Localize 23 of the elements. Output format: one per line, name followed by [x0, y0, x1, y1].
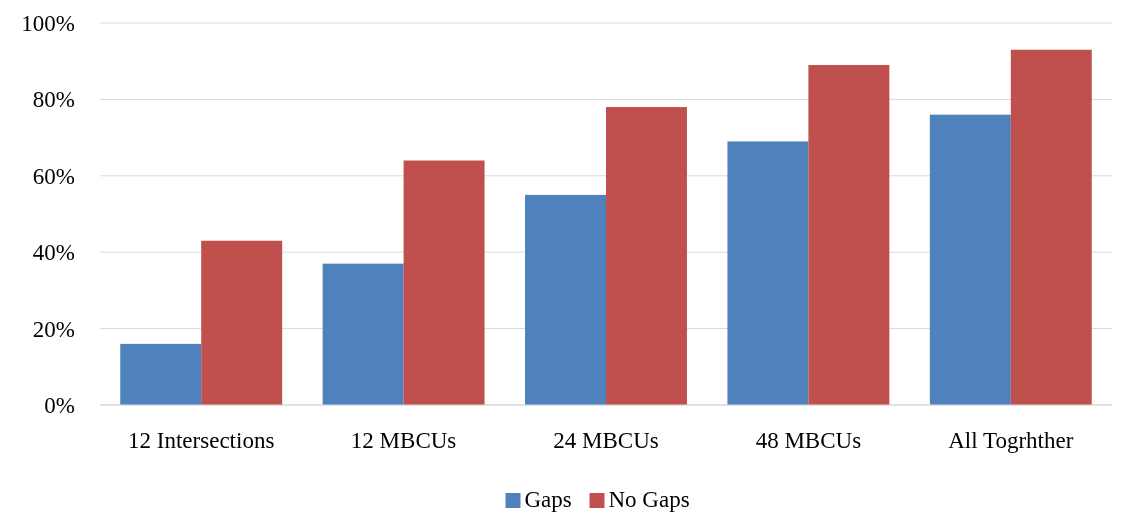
y-tick-label: 80% — [32, 87, 75, 113]
bar — [322, 263, 404, 405]
bar — [727, 141, 809, 405]
bar — [929, 114, 1011, 405]
x-tick-label: 12 MBCUs — [350, 428, 457, 453]
x-tick-label: 24 MBCUs — [553, 428, 659, 453]
bar — [1010, 49, 1092, 405]
y-tick-label: 20% — [32, 316, 75, 342]
bar — [120, 343, 202, 405]
bar — [525, 194, 606, 405]
y-tick-label: 40% — [32, 240, 75, 266]
x-tick-label: 48 MBCUs — [755, 428, 862, 453]
legend-label: No Gaps — [608, 487, 690, 512]
y-tick-label: 100% — [21, 11, 75, 37]
x-tick-label: All Togrhther — [948, 428, 1074, 453]
bar — [403, 160, 485, 405]
y-tick-label: 60% — [32, 163, 75, 189]
legend-label: Gaps — [524, 487, 572, 512]
y-tick-label: 0% — [44, 393, 75, 419]
x-tick-label: 12 Intersections — [128, 428, 275, 453]
bar — [606, 107, 687, 405]
bar — [808, 65, 890, 405]
bar — [201, 240, 283, 405]
